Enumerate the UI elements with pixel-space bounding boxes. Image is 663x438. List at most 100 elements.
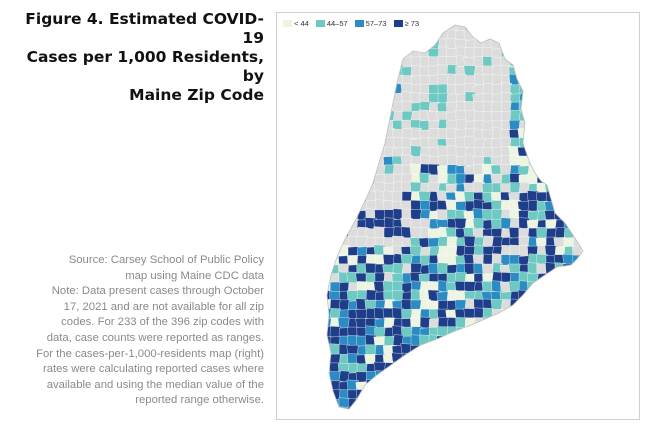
zip-code-area [563, 155, 576, 167]
zip-code-area [346, 57, 359, 69]
zip-code-area [571, 217, 583, 230]
zip-code-area [329, 137, 341, 149]
zip-code-area [329, 29, 341, 41]
zip-code-area [581, 291, 583, 304]
zip-code-area [365, 379, 377, 392]
zip-code-area [581, 190, 583, 203]
zip-code-area [392, 47, 405, 59]
zip-code-area [365, 92, 377, 104]
zip-code-area [455, 345, 467, 357]
zip-code-area [473, 380, 485, 392]
zip-code-area [374, 127, 386, 140]
zip-code-area [482, 363, 495, 375]
zip-code-area [327, 100, 332, 113]
zip-code-area [572, 183, 583, 195]
zip-code-area [500, 372, 512, 384]
note-line: Note: Data present cases through October [51, 285, 264, 298]
zip-code-area [517, 65, 530, 77]
zip-code-area [374, 92, 386, 104]
zip-code-area [553, 307, 566, 320]
zip-code-area [509, 325, 521, 338]
zip-code-area [580, 38, 583, 50]
zip-code-area [518, 308, 531, 320]
zip-code-area [563, 138, 575, 150]
zip-code-area [517, 371, 530, 383]
zip-code-area [581, 354, 583, 367]
zip-code-area [554, 361, 566, 374]
figure-title: Figure 4. Estimated COVID-19 Cases per 1… [14, 10, 264, 105]
zip-code-area [535, 381, 548, 393]
zip-code-area [445, 407, 458, 409]
zip-code-area [329, 25, 341, 32]
zip-code-area [500, 28, 512, 41]
zip-code-area [327, 92, 333, 104]
zip-code-area [337, 174, 350, 187]
zip-code-area [572, 25, 583, 33]
map-legend: < 44 44–57 57–73 ≥ 73 [283, 19, 419, 28]
zip-code-area [563, 55, 576, 68]
legend-item: ≥ 73 [393, 19, 419, 28]
zip-code-area [544, 309, 557, 321]
zip-code-area [509, 370, 522, 383]
zip-code-area [328, 199, 341, 212]
zip-code-area [554, 119, 567, 131]
zip-code-area [329, 55, 342, 68]
zip-code-area [536, 65, 548, 77]
zip-code-area [572, 38, 583, 50]
zip-code-area [536, 47, 548, 59]
zip-code-area [356, 408, 369, 409]
zip-code-area [581, 174, 583, 186]
zip-code-area [401, 399, 413, 409]
zip-code-area [419, 388, 431, 401]
zip-code-area [518, 48, 531, 60]
zip-code-area [563, 182, 575, 194]
zip-code-area [419, 362, 431, 374]
zip-code-area [527, 30, 540, 42]
zip-code-area [383, 47, 395, 59]
zip-code-area [409, 29, 422, 41]
zip-code-area [571, 29, 583, 41]
zip-code-area [365, 29, 378, 41]
zip-code-area [454, 380, 467, 392]
zip-code-area [374, 37, 386, 50]
zip-code-area [580, 218, 583, 230]
zip-code-area [518, 326, 530, 338]
zip-code-area [374, 46, 386, 59]
zip-code-area [338, 156, 350, 168]
zip-code-area [445, 370, 458, 383]
zip-code-area [563, 163, 575, 176]
zip-code-area [328, 102, 341, 114]
zip-code-area [500, 398, 513, 409]
zip-code-area [436, 335, 449, 347]
zip-code-area [580, 334, 583, 347]
zip-code-area [572, 192, 583, 204]
zip-code-area [536, 120, 549, 133]
zip-code-area [554, 353, 566, 365]
zip-code-area [338, 200, 350, 212]
zip-code-area [346, 91, 359, 104]
zip-code-area [527, 326, 539, 338]
zip-code-area [337, 119, 350, 131]
zip-code-area [329, 173, 341, 185]
maine-state-outline [326, 24, 584, 410]
zip-code-area [346, 84, 359, 96]
zip-code-area [526, 48, 539, 61]
zip-code-area [526, 136, 539, 149]
zip-code-area [572, 381, 583, 393]
zip-code-area [527, 362, 539, 374]
zip-code-area [563, 208, 575, 221]
zip-code-area [536, 163, 549, 176]
zip-code-area [327, 66, 332, 78]
zip-code-area [527, 291, 539, 303]
zip-code-area [572, 137, 583, 149]
zip-code-area [554, 380, 567, 392]
zip-code-area [364, 109, 377, 122]
zip-code-area [428, 379, 441, 392]
zip-code-area [563, 74, 575, 86]
zip-code-area [581, 236, 583, 248]
zip-code-area [392, 371, 405, 383]
zip-code-area [562, 282, 575, 294]
zip-code-area [536, 345, 548, 358]
zip-code-area [580, 201, 583, 213]
zip-code-area [527, 389, 539, 401]
